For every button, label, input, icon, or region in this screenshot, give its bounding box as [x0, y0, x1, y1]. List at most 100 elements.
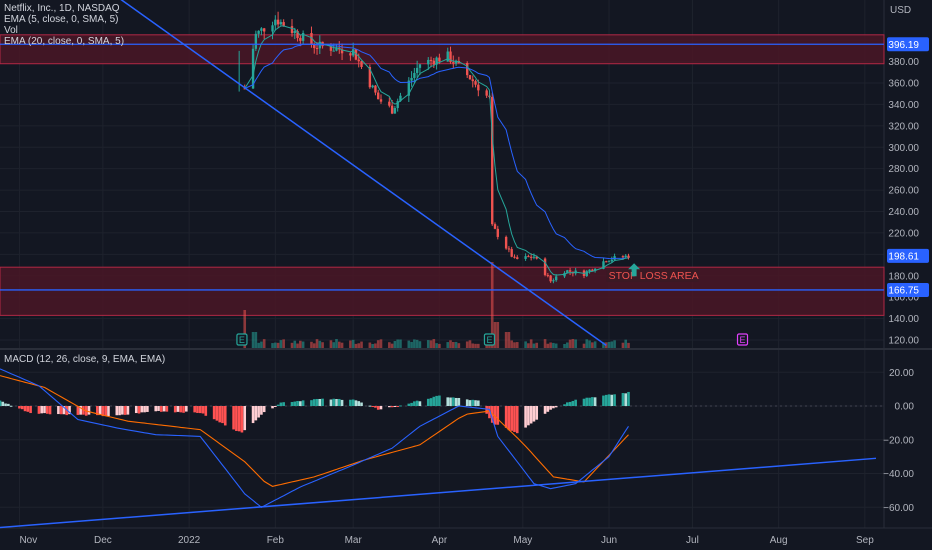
macd-histogram-bar: [4, 403, 7, 406]
macd-histogram-bar: [410, 402, 413, 406]
time-tick-label: Nov: [19, 535, 37, 546]
macd-histogram-bar: [332, 398, 336, 406]
time-tick-label: Feb: [267, 535, 285, 546]
time-tick-label: Apr: [432, 535, 448, 546]
candle-body: [357, 59, 360, 62]
volume-bar: [507, 332, 511, 348]
macd-histogram-bar: [43, 406, 46, 414]
candle-body: [332, 50, 335, 52]
candle-body: [243, 88, 246, 90]
macd-histogram-bar: [426, 398, 430, 406]
macd-histogram-bar: [98, 406, 102, 416]
macd-histogram-bar: [204, 406, 208, 416]
macd-histogram-bar: [371, 406, 374, 407]
candle-body: [549, 275, 552, 282]
macd-histogram-bar: [527, 406, 530, 426]
macd-histogram-bar: [449, 397, 452, 406]
volume-bar: [602, 342, 605, 348]
candle-body: [279, 22, 283, 25]
volume-bar: [390, 343, 394, 348]
macd-histogram-bar: [438, 395, 441, 406]
candle-body: [310, 32, 313, 45]
macd-histogram-bar: [374, 406, 377, 408]
volume-bar: [351, 339, 355, 348]
macd-histogram-bar: [515, 406, 519, 434]
volume-bar: [301, 341, 305, 348]
descending-trendline: [120, 0, 607, 346]
macd-histogram-bar: [134, 406, 138, 414]
candle-body: [471, 79, 474, 82]
macd-layer: [0, 368, 884, 529]
candle-body: [568, 270, 572, 272]
ema20-label[interactable]: EMA (20, close, 0, SMA, 5): [4, 36, 125, 47]
ema5-label[interactable]: EMA (5, close, 0, SMA, 5): [4, 14, 119, 25]
macd-histogram-bar: [140, 406, 144, 413]
volume-bar: [474, 343, 477, 348]
macd-histogram-bar: [223, 406, 227, 426]
macd-histogram-bar: [232, 406, 235, 430]
macd-histogram-bar: [218, 406, 221, 423]
macd-tick-label: −40.00: [883, 469, 914, 480]
macd-histogram-bar: [62, 406, 66, 415]
macd-legend: MACD (12, 26, close, 9, EMA, EMA): [4, 354, 165, 365]
candle-body: [340, 49, 344, 54]
macd-histogram-bar: [354, 400, 358, 406]
candle-body: [602, 261, 605, 269]
price-tick-label: 240.00: [888, 207, 919, 218]
volume-bar: [549, 342, 552, 348]
macd-histogram-bar: [351, 399, 355, 406]
macd-histogram-bar: [529, 406, 533, 424]
price-label-text: 396.19: [888, 40, 919, 51]
candle-body: [276, 19, 280, 25]
volume-bar: [388, 342, 391, 348]
macd-histogram-bar: [282, 402, 285, 406]
macd-histogram-bar: [121, 406, 124, 415]
volume-bar: [465, 341, 469, 348]
macd-histogram-bar: [82, 406, 85, 415]
macd-histogram-bar: [26, 406, 30, 412]
volume-bar: [376, 340, 380, 348]
macd-histogram-bar: [254, 406, 258, 421]
volume-bar: [524, 341, 527, 348]
macd-histogram-bar: [602, 395, 605, 406]
volume-bar: [357, 343, 361, 348]
macd-histogram-bar: [360, 402, 363, 406]
macd-histogram-bar: [585, 397, 589, 406]
macd-histogram-bar: [376, 406, 380, 410]
candle-body: [449, 51, 452, 63]
price-label-box: [887, 37, 929, 52]
volume-bar: [254, 332, 258, 348]
volume-bar: [290, 342, 294, 348]
price-tick-label: 260.00: [888, 186, 919, 197]
macd-histogram-bar: [543, 406, 547, 414]
volume-bar: [349, 340, 352, 348]
macd-histogram-bar: [123, 406, 127, 415]
volume-bar: [426, 340, 430, 348]
volume-label[interactable]: Vol: [4, 25, 18, 36]
volume-bar: [251, 332, 255, 348]
macd-tick-label: −60.00: [883, 503, 914, 514]
macd-histogram-bar: [262, 406, 266, 413]
volume-bar: [262, 339, 266, 348]
macd-histogram-bar: [196, 406, 199, 413]
macd-label[interactable]: MACD (12, 26, close, 9, EMA, EMA): [4, 354, 166, 365]
volume-bar: [613, 340, 616, 348]
macd-histogram-bar: [201, 406, 205, 414]
macd-histogram-bar: [571, 400, 575, 406]
macd-histogram-bar: [126, 406, 130, 415]
candle-body: [513, 256, 516, 258]
candle-body: [301, 32, 305, 41]
symbol-label[interactable]: Netflix, Inc., 1D, NASDAQ: [4, 3, 120, 14]
volume-bar: [554, 343, 558, 348]
candle-body: [390, 105, 394, 114]
candle-body: [610, 259, 614, 262]
macd-histogram-bar: [337, 398, 341, 406]
volume-bar: [399, 339, 402, 348]
candle-body: [529, 256, 533, 258]
macd-histogram-bar: [607, 394, 611, 406]
candle-body: [496, 228, 499, 237]
macd-histogram-bar: [87, 406, 91, 415]
macd-histogram-bar: [357, 401, 361, 406]
macd-histogram-bar: [57, 406, 60, 415]
